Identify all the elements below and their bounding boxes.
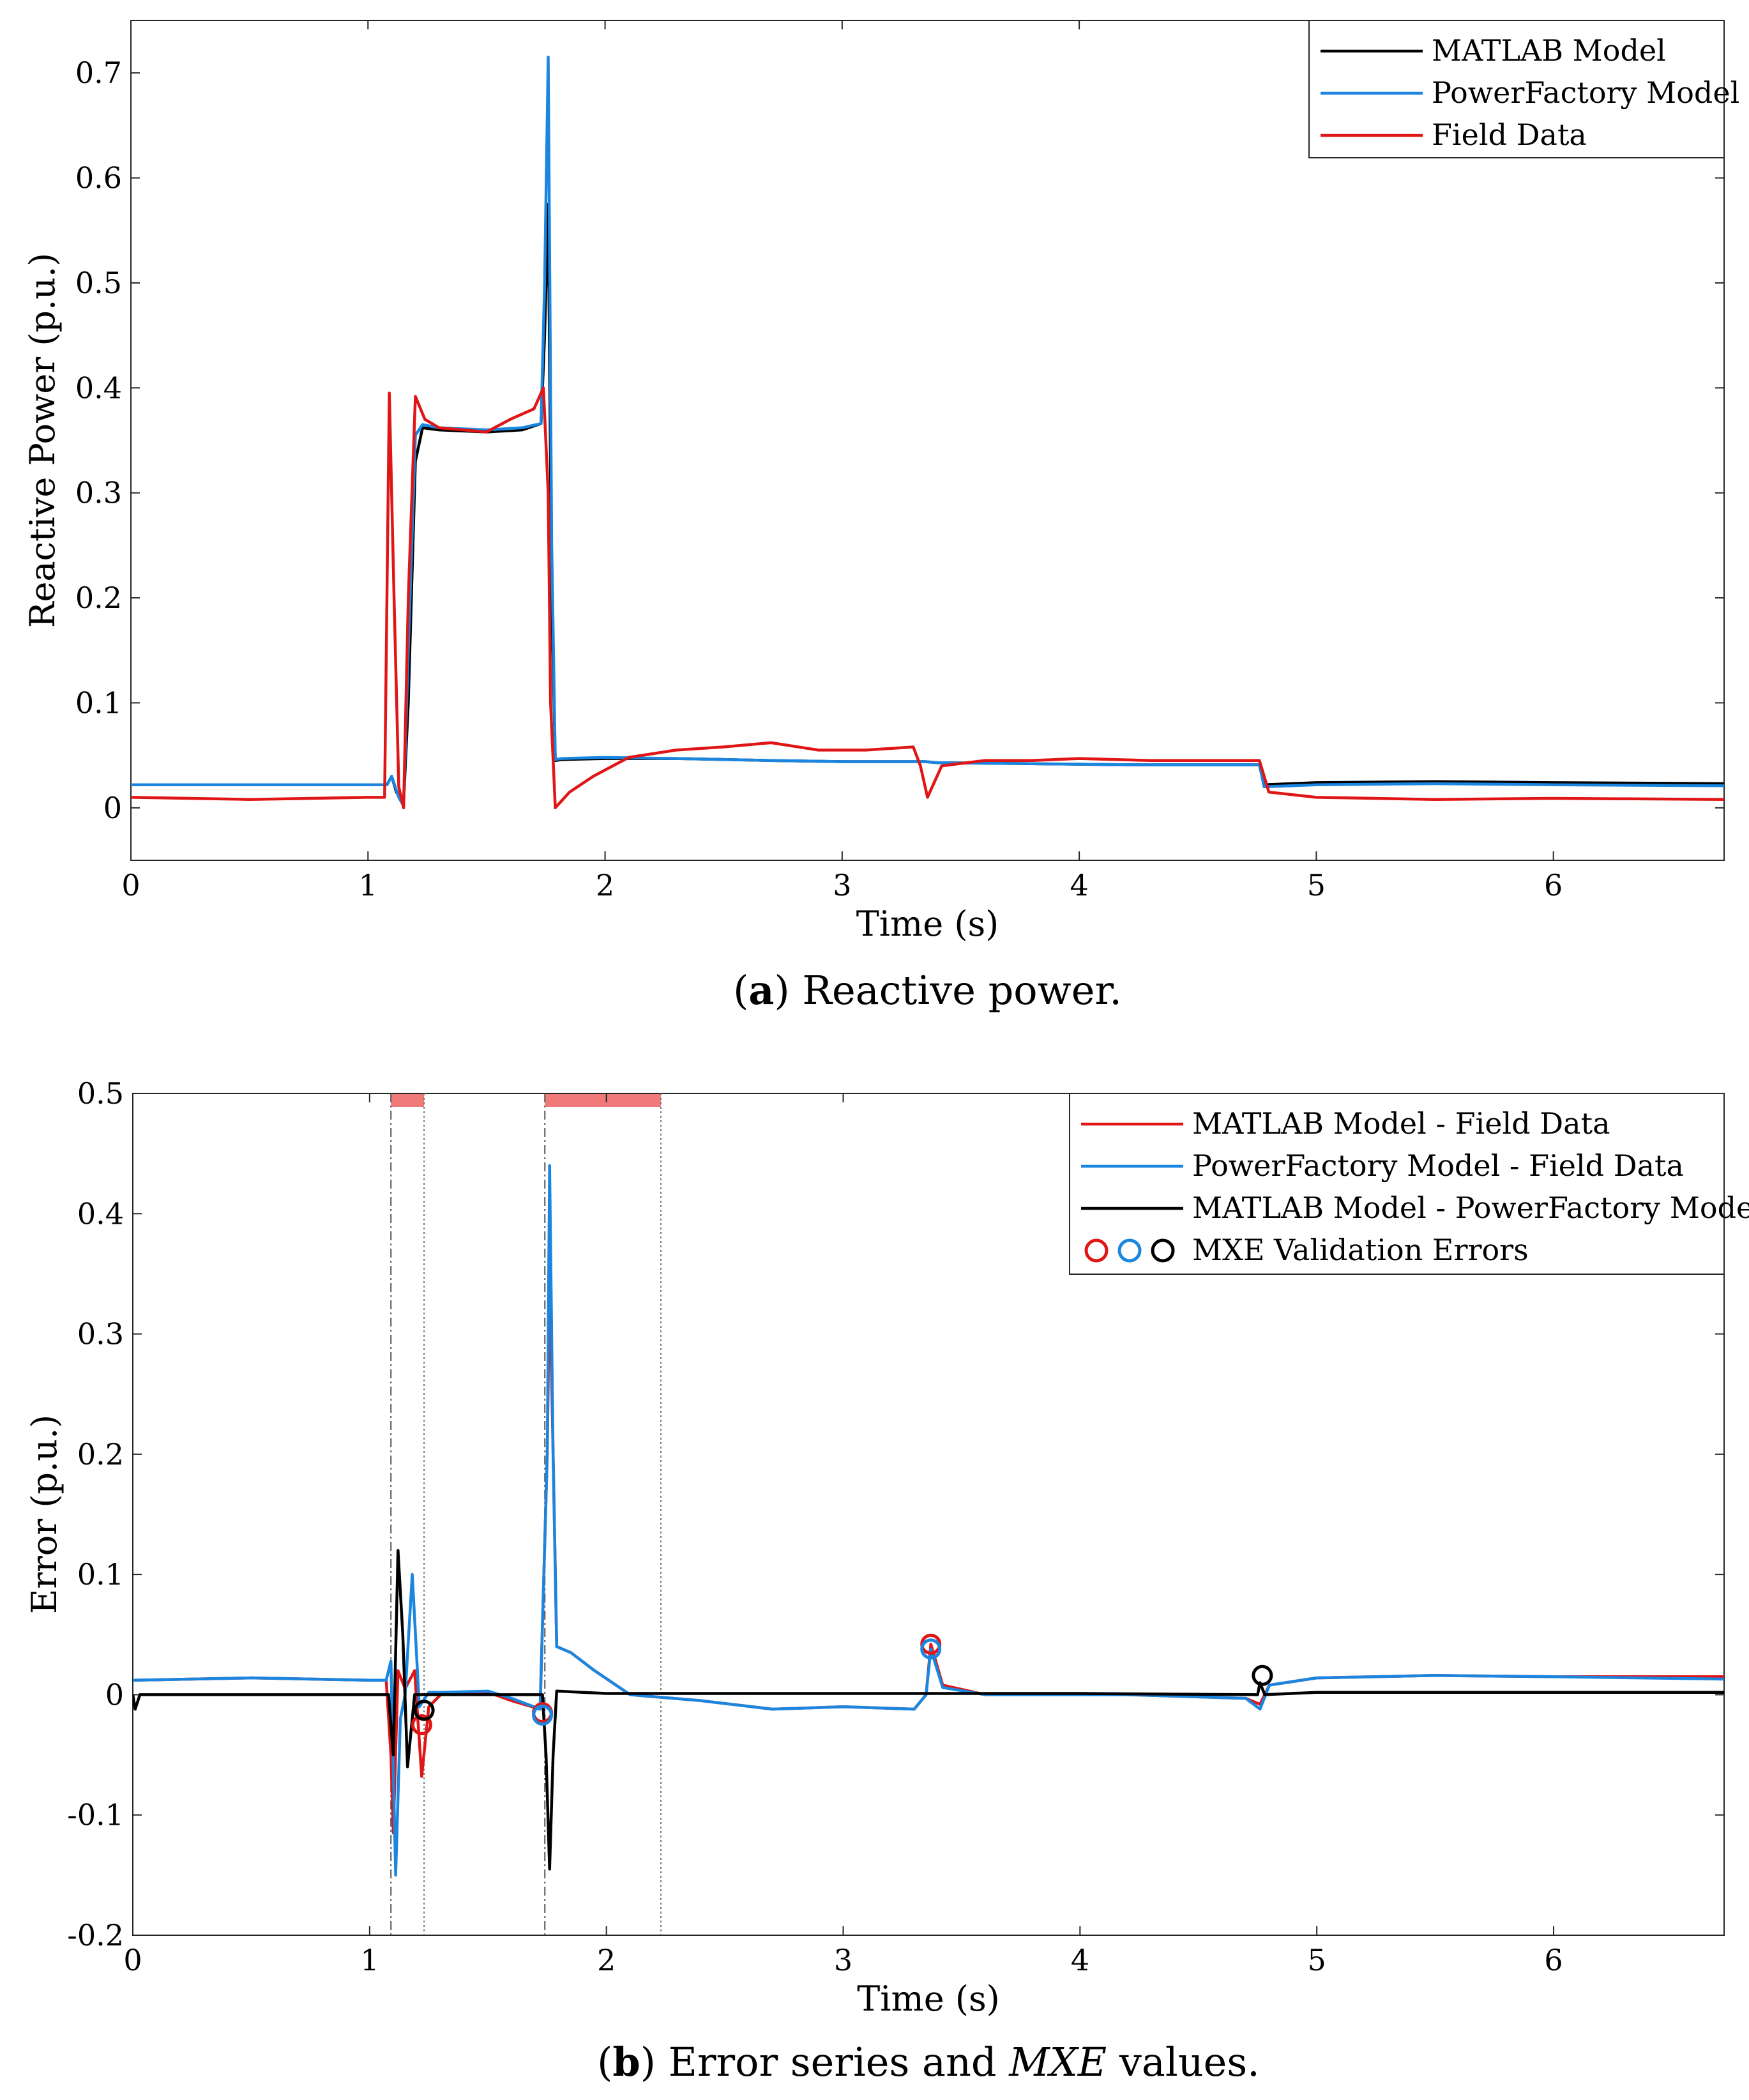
y-tick-label: 0.3 [75, 476, 122, 510]
y-tick-label: 0.1 [75, 685, 122, 720]
legend-marker-swatch [1117, 1238, 1142, 1263]
y-tick-label: -0.2 [67, 1918, 124, 1952]
y-tick-label: 0 [103, 791, 122, 825]
mxe-marker [532, 1704, 554, 1726]
y-tick-label: 0.1 [77, 1557, 124, 1592]
x-tick-label: 1 [359, 868, 377, 902]
series-line-2 [133, 1549, 1724, 1871]
x-tick-label: 5 [1308, 1943, 1326, 1977]
caption-label: a [748, 967, 774, 1014]
y-tick-label: -0.1 [67, 1798, 124, 1832]
caption-text: Error series and [669, 2039, 1010, 2085]
y-tick-label: 0.5 [75, 266, 122, 300]
mxe-marker [411, 1714, 432, 1735]
y-tick-label: 0.3 [77, 1317, 124, 1351]
caption: (b) Error series and MXE values. [597, 2039, 1260, 2085]
y-tick-label: 0 [105, 1677, 124, 1712]
legend-label: PowerFactory Model - Field Data [1192, 1148, 1684, 1183]
plot-area [133, 1164, 1724, 1877]
legend-label: MATLAB Model - PowerFactory Model [1192, 1191, 1749, 1225]
legend-label: MXE Validation Errors [1192, 1233, 1529, 1267]
event-window-bar [545, 1094, 661, 1107]
mxe-marker [920, 1638, 942, 1660]
y-tick-label: 0.2 [75, 581, 122, 615]
x-tick-label: 6 [1544, 868, 1563, 902]
legend: MATLAB Model - Field Data PowerFactory Mo… [1069, 1093, 1749, 1275]
x-axis-label: Time (s) [856, 904, 999, 944]
series-line-1 [133, 1164, 1724, 1877]
x-tick-label: 0 [123, 1943, 142, 1977]
y-axis-label: Error (p.u.) [24, 1415, 64, 1614]
x-tick-label: 5 [1307, 868, 1326, 902]
x-tick-label: 2 [597, 1943, 616, 1977]
x-tick-label: 4 [1071, 1943, 1089, 1977]
series-line-0 [133, 1272, 1724, 1835]
y-tick-label: 0.4 [77, 1196, 124, 1231]
mxe-marker [1252, 1664, 1273, 1686]
legend-label: Field Data [1432, 118, 1587, 152]
caption-text-italic: MXE [1008, 2039, 1107, 2085]
caption-text: Reactive power. [802, 967, 1122, 1014]
x-tick-label: 3 [833, 868, 851, 902]
event-window-bar [391, 1094, 425, 1107]
legend-label: MATLAB Model [1432, 33, 1666, 68]
y-tick-label: 0.6 [75, 161, 122, 195]
caption: (a) Reactive power. [733, 967, 1122, 1014]
y-tick-label: 0.2 [77, 1437, 124, 1472]
caption-label: b [612, 2039, 640, 2085]
caption-text-end: values. [1107, 2039, 1260, 2085]
axes-box [130, 20, 1725, 861]
axes-box [132, 1093, 1725, 1936]
x-tick-label: 4 [1070, 868, 1088, 902]
legend-label: MATLAB Model - Field Data [1192, 1106, 1610, 1141]
mxe-marker [413, 1700, 435, 1721]
y-tick-label: 0.5 [77, 1076, 124, 1111]
x-tick-label: 0 [121, 868, 140, 902]
plot-area [131, 56, 1724, 810]
x-tick-label: 3 [834, 1943, 852, 1977]
x-tick-label: 1 [360, 1943, 379, 1977]
y-tick-label: 0.7 [75, 56, 122, 90]
x-tick-label: 2 [596, 868, 614, 902]
legend-label: PowerFactory Model [1432, 75, 1739, 110]
y-axis-label: Reactive Power (p.u.) [22, 253, 63, 628]
legend-marker-swatch [1084, 1238, 1109, 1263]
y-tick-label: 0.4 [75, 370, 122, 405]
series-line-1 [131, 56, 1724, 807]
series-line-0 [131, 202, 1724, 804]
series-line-2 [131, 386, 1724, 810]
x-tick-label: 6 [1544, 1943, 1563, 1977]
legend: MATLAB Model PowerFactory Model Field Data [1308, 20, 1739, 158]
panel-a: 0 1 2 3 4 5 6 0 0.1 0.2 0.3 0.4 0.5 0.6 0.7 Time (s) Rea… [22, 20, 1739, 1014]
legend-marker-swatch [1151, 1238, 1175, 1263]
x-axis-label: Time (s) [857, 1979, 999, 2019]
panel-b: 0 1 2 3 4 5 6 -0.2 -0.1 0 0.1 0.2 0.3 0.4 0.5 Time (s) E… [24, 1076, 1749, 2085]
